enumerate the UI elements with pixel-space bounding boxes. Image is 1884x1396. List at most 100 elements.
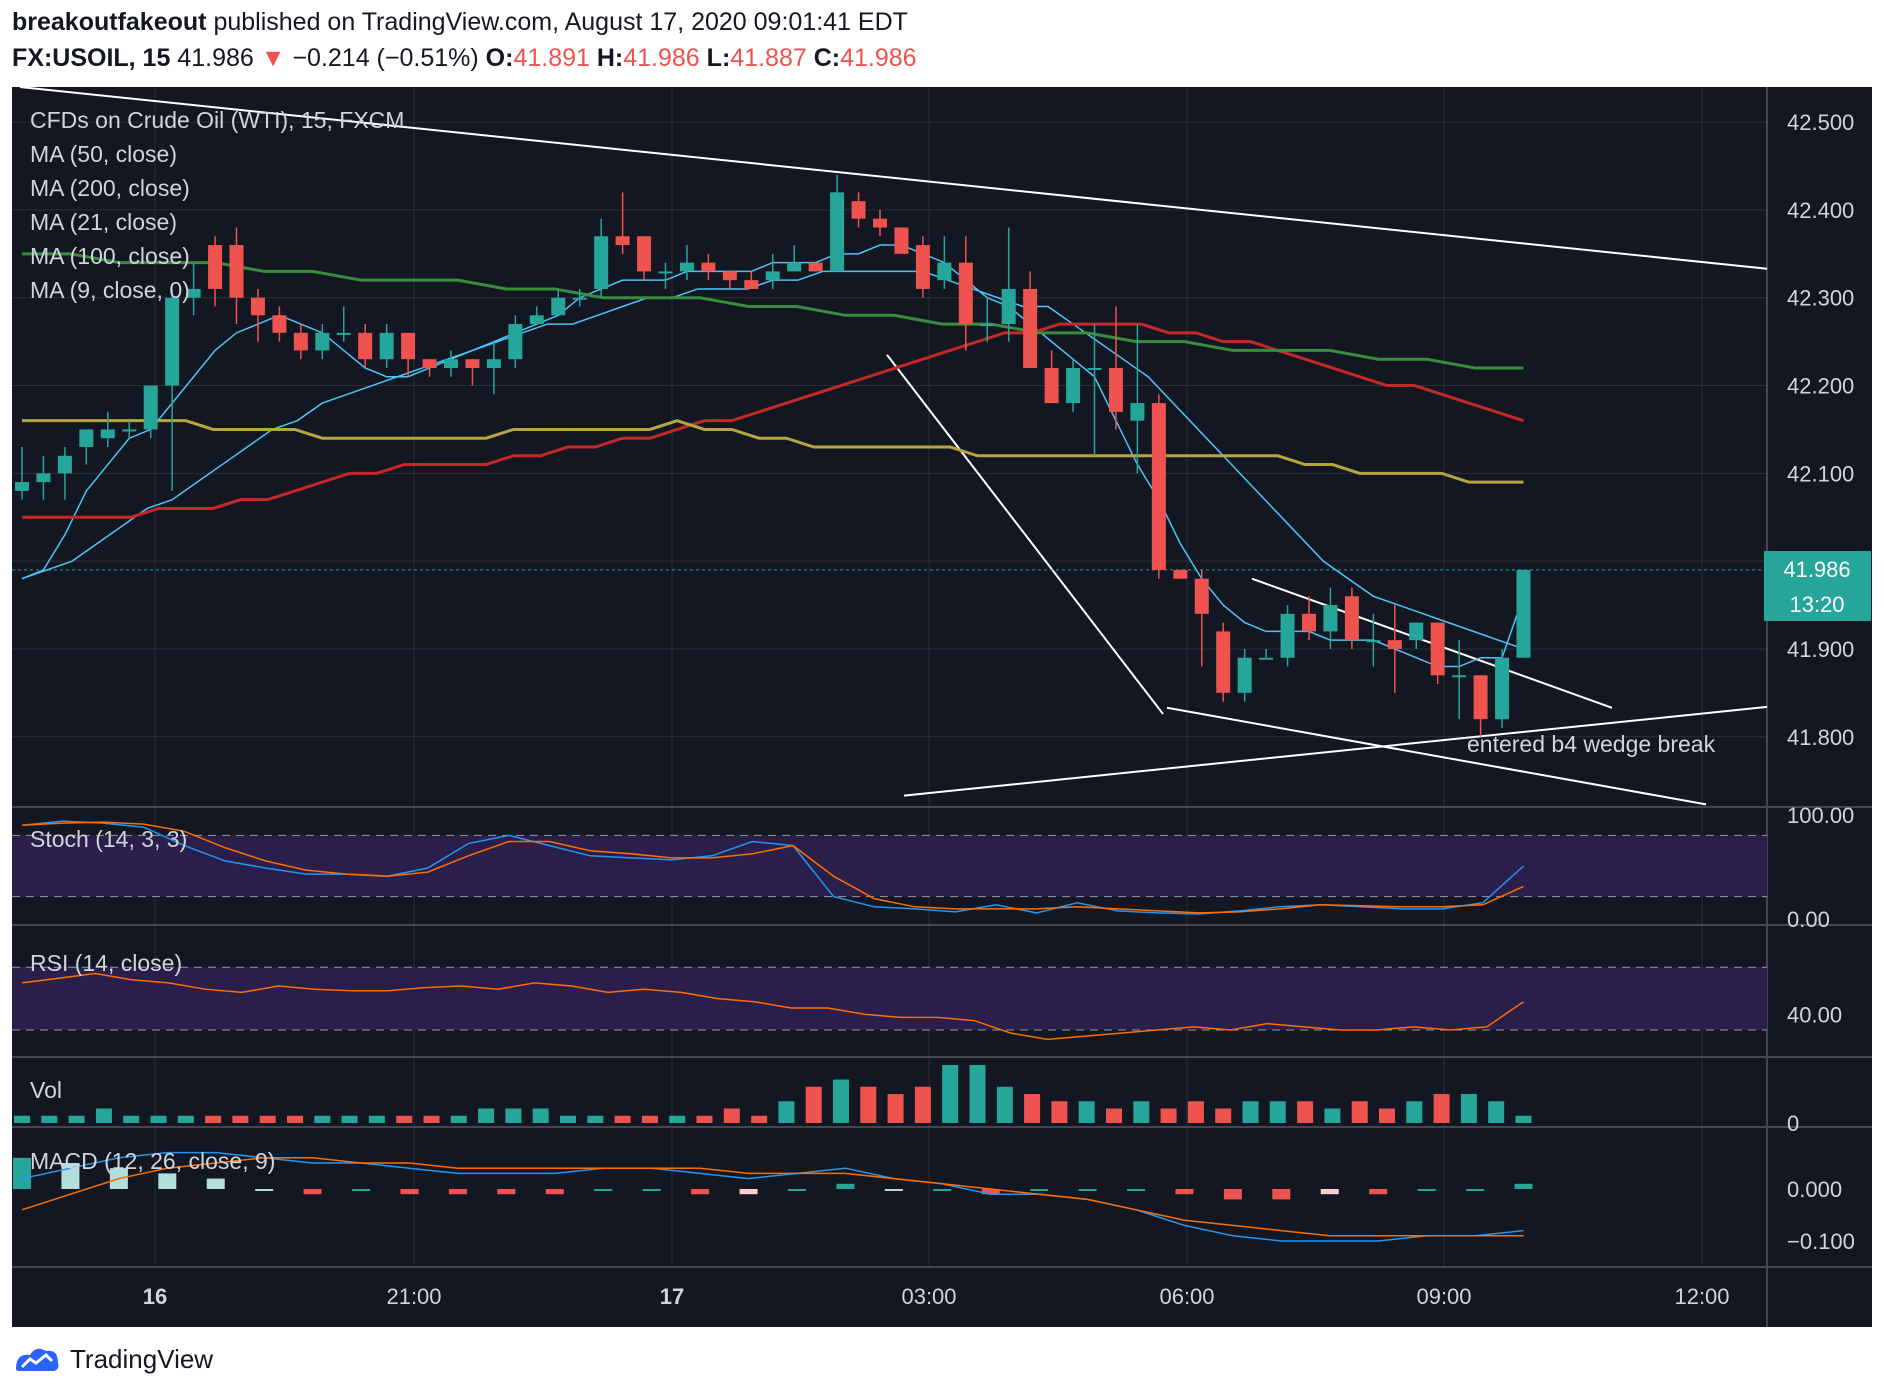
candle-body <box>551 297 566 316</box>
price-tick-label: 42.400 <box>1787 198 1854 223</box>
grid <box>12 87 1767 1267</box>
open-value: 41.891 <box>513 44 590 72</box>
candle-body <box>1108 367 1123 412</box>
candle-body <box>637 236 652 272</box>
candle-body <box>722 271 737 281</box>
volume-bar <box>450 1115 467 1123</box>
candle-body <box>787 262 802 272</box>
macd-histogram-bar <box>1127 1189 1146 1191</box>
volume-bar <box>177 1115 194 1123</box>
macd-axis-label: 0.000 <box>1787 1177 1842 1202</box>
high-label: H: <box>596 44 624 72</box>
legend-ma9: MA (9, close, 0) <box>30 277 190 303</box>
candle-body <box>1495 657 1510 720</box>
volume-bar <box>723 1108 740 1123</box>
candle-body <box>1302 613 1316 632</box>
candle-body <box>79 429 94 447</box>
candle-body <box>851 201 866 219</box>
volume-bar <box>259 1115 276 1123</box>
stoch-band-fill <box>12 835 1767 897</box>
price-tick-label: 42.200 <box>1787 374 1854 399</box>
macd-histogram-bar <box>400 1189 419 1195</box>
candle-body <box>1344 596 1359 641</box>
volume-bar <box>696 1115 713 1123</box>
time-axis[interactable]: 16 21:00 17 03:00 06:00 09:00 12:00 <box>143 1284 1730 1309</box>
candle-body <box>830 192 845 272</box>
volume-bar <box>341 1115 358 1123</box>
time-tick-label: 03:00 <box>901 1284 956 1309</box>
macd-histogram-bar <box>206 1178 225 1189</box>
candle-body <box>958 262 973 325</box>
candle-body <box>465 359 480 368</box>
volume-bar <box>41 1115 58 1123</box>
volume-bar <box>669 1115 686 1123</box>
volume-axis-label: 0 <box>1787 1111 1799 1136</box>
last-price-badge <box>1764 551 1871 587</box>
legend-title: CFDs on Crude Oil (WTI), 15, FXCM <box>30 107 404 133</box>
volume-bar <box>1488 1101 1505 1123</box>
stoch-axis-label: 0.00 <box>1787 907 1830 932</box>
tradingview-brand[interactable]: TradingView <box>70 1343 214 1374</box>
macd-histogram-bar <box>1030 1189 1049 1191</box>
macd-histogram-bar <box>13 1157 31 1189</box>
publish-info: published on TradingView.com, August 17,… <box>213 8 908 36</box>
rsi-label: RSI (14, close) <box>30 950 182 976</box>
candle-body <box>1066 367 1081 404</box>
rsi-axis-label: 40.00 <box>1787 1002 1842 1027</box>
pane-separators <box>12 87 1872 1327</box>
candle-body <box>57 455 72 474</box>
stoch-label: Stoch (14, 3, 3) <box>30 826 187 852</box>
volume-bar <box>1160 1108 1177 1123</box>
low-value: 41.887 <box>730 44 807 72</box>
price-tick-label: 41.800 <box>1787 725 1854 750</box>
volume-bar <box>860 1086 877 1123</box>
rsi-line <box>21 972 1524 1041</box>
volume-label: Vol <box>30 1077 62 1103</box>
candle-body <box>1237 657 1252 693</box>
candle-body <box>1516 569 1531 658</box>
volume-bar <box>1433 1094 1450 1123</box>
macd-histogram-bar <box>884 1189 903 1191</box>
macd-histogram-bar <box>1175 1189 1194 1195</box>
volume-bar <box>1133 1101 1150 1123</box>
volume-bar <box>1187 1101 1204 1123</box>
author-name[interactable]: breakoutfakeout <box>12 8 207 36</box>
chart-canvas[interactable]: 42.500 42.400 42.300 42.200 42.100 41.900 41.8… <box>12 87 1872 1327</box>
macd-histogram-bar <box>303 1189 322 1195</box>
candle-body <box>15 482 29 491</box>
volume-bar <box>1024 1094 1041 1123</box>
candle-body <box>229 245 244 298</box>
volume-bar <box>532 1108 549 1123</box>
candle-body <box>1452 675 1467 678</box>
macd-histogram-bar <box>836 1183 855 1189</box>
volume-bar <box>1406 1101 1423 1123</box>
candle-body <box>1259 657 1274 660</box>
candle-body <box>1216 631 1231 693</box>
macd-histogram-bar <box>933 1189 952 1191</box>
volume-bar <box>560 1115 576 1123</box>
candle-body <box>572 297 587 300</box>
candle-body <box>915 245 930 289</box>
volume-bar <box>587 1115 604 1123</box>
volume-bar <box>942 1065 959 1123</box>
macd-histogram-bar <box>691 1189 710 1195</box>
volume-bar <box>205 1115 222 1123</box>
time-tick-label: 06:00 <box>1159 1284 1214 1309</box>
macd-histogram-bar <box>497 1189 516 1195</box>
price-axis[interactable]: 42.500 42.400 42.300 42.200 42.100 41.900 41.8… <box>1787 110 1855 1254</box>
candle-body <box>615 236 630 246</box>
candle-body <box>336 332 351 335</box>
volume-bar <box>68 1115 85 1123</box>
volume-bar <box>1460 1094 1477 1123</box>
price-tick-label: 41.900 <box>1787 637 1854 662</box>
candle-body <box>1130 403 1145 421</box>
macd-histogram-bar <box>255 1189 274 1191</box>
legend-ma21: MA (21, close) <box>30 209 177 235</box>
candle-body <box>808 262 823 272</box>
candle-body <box>293 332 308 351</box>
time-tick-label: 16 <box>143 1284 167 1309</box>
candle-body <box>873 218 887 228</box>
volume-bar <box>1242 1101 1259 1123</box>
macd-histogram-bar <box>594 1189 613 1191</box>
symbol[interactable]: FX:USOIL, 15 <box>12 44 171 72</box>
